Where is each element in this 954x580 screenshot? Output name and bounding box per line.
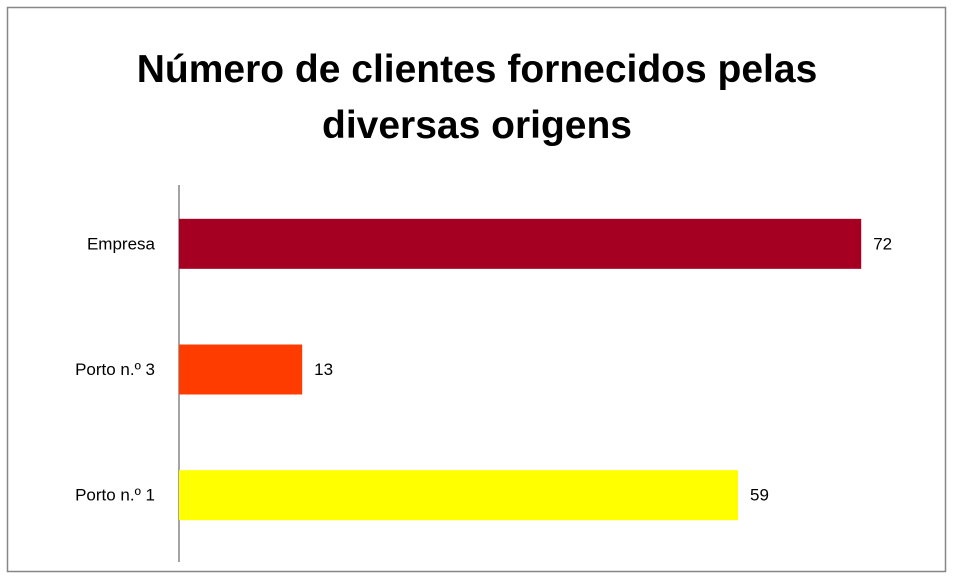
category-label: Porto n.º 1 — [75, 486, 155, 505]
value-label: 13 — [314, 360, 333, 379]
category-label: Empresa — [87, 234, 156, 253]
chart-title: Número de clientes fornecidos pelas dive… — [136, 48, 818, 147]
bar — [179, 218, 862, 269]
value-label: 59 — [750, 486, 769, 505]
value-label: 72 — [873, 234, 892, 253]
category-label: Porto n.º 3 — [75, 360, 155, 379]
bar — [179, 470, 739, 521]
bar — [179, 344, 303, 395]
